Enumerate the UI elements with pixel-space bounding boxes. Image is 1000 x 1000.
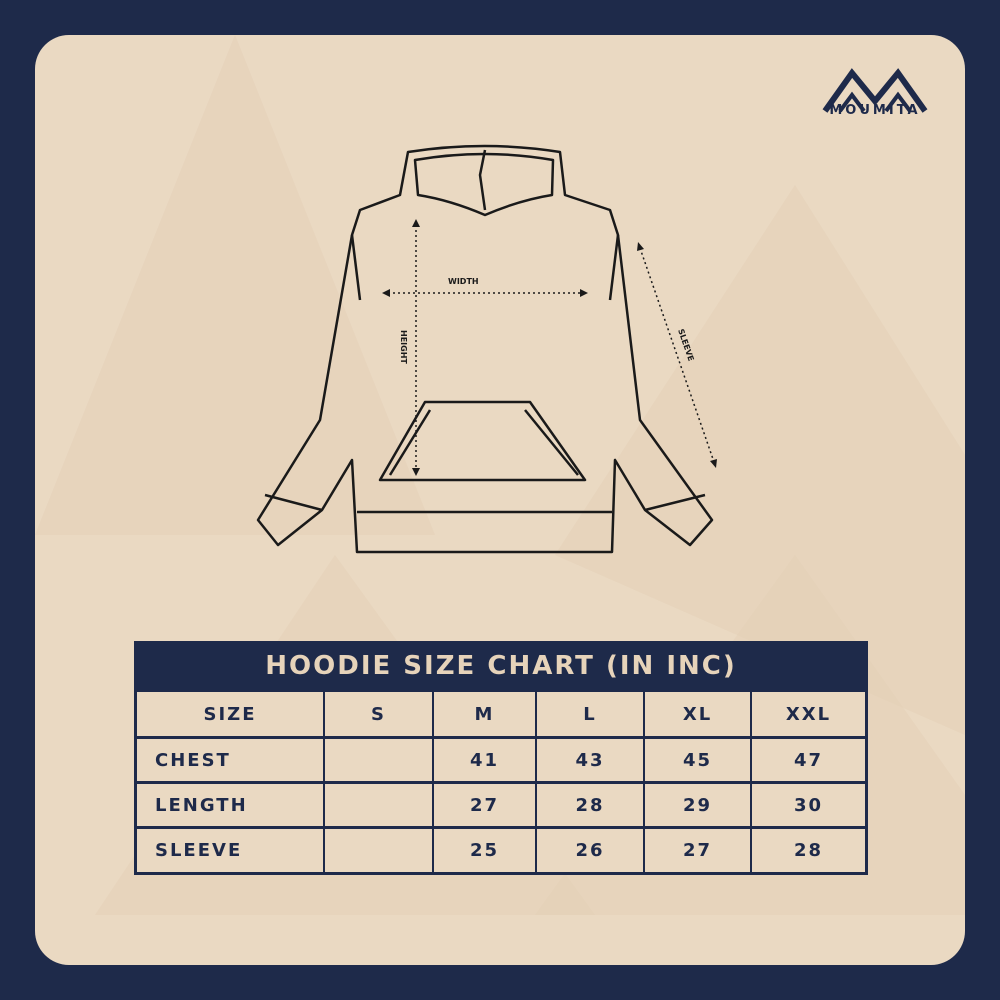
header-cell: SIZE	[137, 692, 323, 736]
header-cell: XXL	[752, 692, 865, 736]
brand-name: MOUMITA	[829, 103, 921, 118]
table-cell	[325, 829, 432, 872]
table-cell: 27	[434, 784, 535, 826]
size-chart-title: HOODIE SIZE CHART (IN INC)	[265, 651, 737, 681]
row-label: LENGTH	[137, 784, 323, 826]
table-cell: 28	[752, 829, 865, 872]
table-cell: 45	[645, 739, 750, 781]
row-label: SLEEVE	[137, 829, 323, 872]
table-cell: 27	[645, 829, 750, 872]
brand-logo-icon	[822, 68, 928, 113]
width-label: WIDTH	[448, 277, 479, 286]
hoodie-diagram: WIDTH HEIGHT SLEEVE	[256, 144, 717, 554]
header-cell: L	[537, 692, 643, 736]
table-cell	[325, 739, 432, 781]
header-cell: M	[434, 692, 535, 736]
table-cell: 29	[645, 784, 750, 826]
hoodie-outline	[256, 144, 714, 554]
table-cell: 30	[752, 784, 865, 826]
header-cell: XL	[645, 692, 750, 736]
header-cell: S	[325, 692, 432, 736]
size-chart-table: HOODIE SIZE CHART (IN INC) SIZE S M L XL XXL C…	[134, 641, 868, 875]
table-cell	[325, 784, 432, 826]
table-cell: 25	[434, 829, 535, 872]
height-label: HEIGHT	[399, 330, 408, 364]
table-cell: 28	[537, 784, 643, 826]
table-cell: 43	[537, 739, 643, 781]
table-cell: 26	[537, 829, 643, 872]
table-cell: 41	[434, 739, 535, 781]
sleeve-label: SLEEVE	[676, 328, 695, 363]
row-label: CHEST	[137, 739, 323, 781]
table-cell: 47	[752, 739, 865, 781]
